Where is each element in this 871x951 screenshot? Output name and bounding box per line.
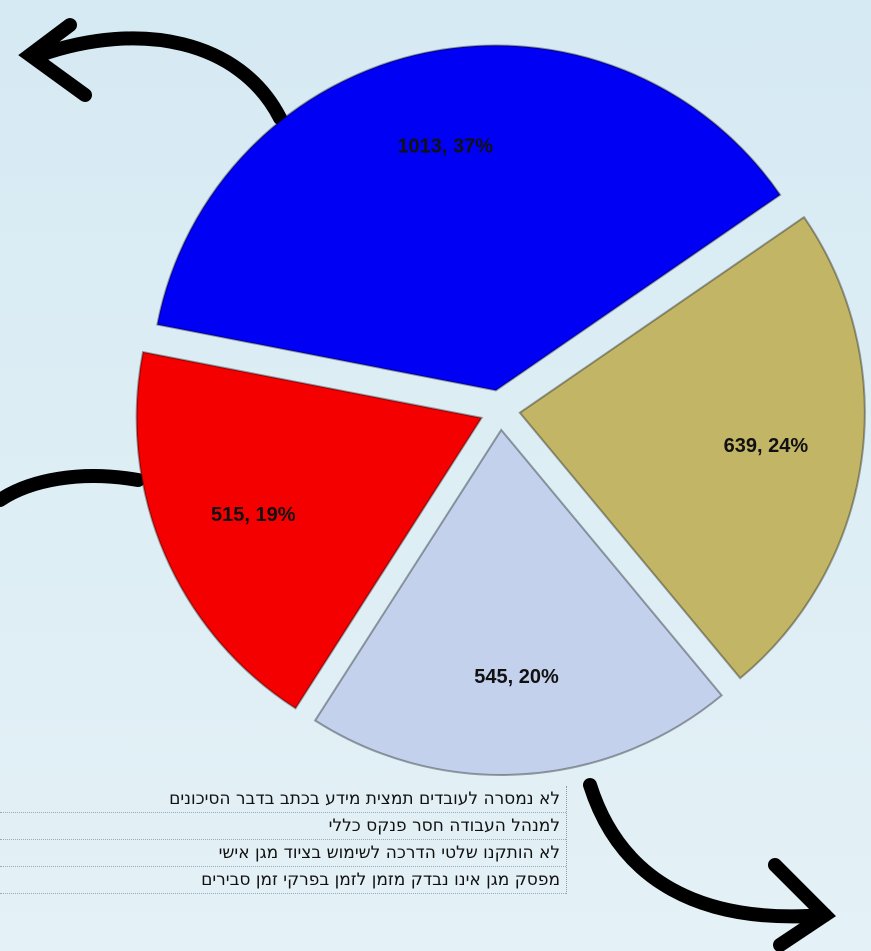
data-label: 1013, 37% [397,136,493,158]
legend: לא נמסרה לעובדים תמצית מידע בכתב בדבר הס… [0,786,567,894]
decor-arrows [0,18,836,951]
legend-entry: לא נמסרה לעובדים תמצית מידע בכתב בדבר הס… [0,786,566,813]
legend-entry: למנהל העבודה חסר פנקס כללי [0,813,566,840]
arrow [583,778,832,924]
pie-slice [313,428,724,776]
arrow-head [768,858,836,951]
arrow [0,469,145,507]
legend-entry: לא הותקנו שלטי הדרכה לשימוש בציוד מגן אי… [0,840,566,867]
data-label: 639, 24% [724,435,809,457]
data-label: 515, 19% [211,504,296,526]
pie-slice [518,215,866,680]
pie-slice [156,44,782,392]
data-label: 545, 20% [474,666,559,688]
pie-slice [135,350,484,710]
arrow [33,31,287,125]
arrow-head [18,18,92,102]
legend-entry: מפסק מגן אינו נבדק מזמן לזמן בפרקי זמן ס… [0,867,566,894]
